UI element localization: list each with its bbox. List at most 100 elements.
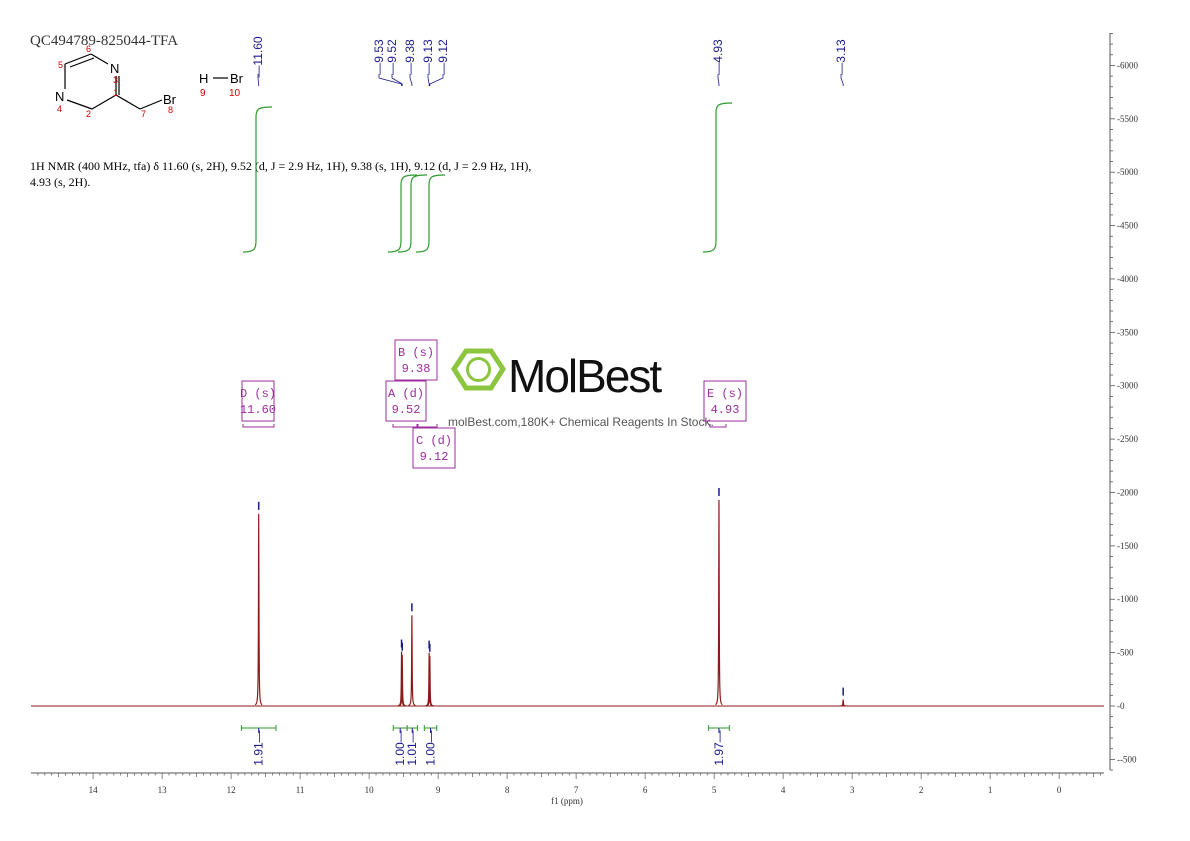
x-tick-label: 12	[227, 785, 236, 795]
atom-number-6: 6	[86, 44, 91, 54]
y-tick-label: -5500	[1117, 114, 1138, 124]
atom-number-10: 10	[229, 88, 241, 99]
multiplet-bracket	[417, 424, 438, 428]
y-tick-label: -0	[1117, 701, 1125, 711]
sample-id: QC494789-825044-TFA	[30, 33, 178, 49]
multiplet-letter: C (d)	[416, 434, 452, 448]
multiplet-bracket	[242, 424, 275, 428]
integral-curve	[242, 106, 273, 253]
y-tick-label: -3000	[1117, 381, 1138, 391]
spectrum-peak	[408, 615, 416, 706]
y-tick-label: -2500	[1117, 434, 1138, 444]
watermark-tagline: molBest.com,180K+ Chemical Reagents In S…	[448, 415, 714, 429]
x-tick-label: 13	[158, 785, 168, 795]
multiplet-box	[394, 339, 438, 381]
spectrum-peak	[398, 654, 406, 707]
integral-value: 1.00—	[393, 730, 407, 765]
peak-label: —9.38	[403, 39, 417, 75]
multiplet-shift: 11.60	[240, 403, 276, 417]
atom-number-4: 4	[57, 104, 62, 114]
peak-leader-line	[427, 74, 430, 86]
x-tick-label: 9	[436, 785, 441, 795]
multiplet-shift: 9.38	[402, 362, 431, 376]
multiplet-box	[385, 380, 427, 422]
multiplet-box	[241, 380, 275, 422]
multiplet-bracket	[392, 424, 418, 428]
atom-br8: Br	[163, 92, 177, 107]
peak-leader-line	[717, 74, 720, 86]
x-tick-label: 14	[89, 785, 99, 795]
atom-number-8: 8	[168, 105, 173, 115]
multiplet-shift: 4.93	[711, 403, 740, 417]
x-axis-label: f1 (ppm)	[551, 796, 583, 806]
peak-leader-line	[391, 74, 403, 86]
multiplet-letter: E (s)	[707, 387, 743, 401]
x-tick-label: 5	[712, 785, 717, 795]
y-tick-label: -1000	[1117, 594, 1138, 604]
atom-number-1: 1	[113, 88, 118, 98]
multiplet-letter: B (s)	[398, 346, 434, 360]
spectrum-peak	[839, 699, 847, 707]
peak-label: —4.93	[711, 39, 725, 75]
molbest-watermark: MolBest molBest.com,180K+ Chemical Reage…	[448, 348, 714, 429]
spectrum-trace	[31, 487, 1104, 707]
watermark-brand: MolBest	[508, 350, 662, 402]
x-axis: 14 13 12 11 10 9 8 7 6 5 4 3 2 1 0	[31, 772, 1104, 795]
integral-curves	[242, 102, 733, 253]
spectrum-peak	[715, 499, 723, 706]
y-tick-label: -4000	[1117, 274, 1138, 284]
peak-leader-line	[429, 74, 444, 86]
y-tick-label: -3500	[1117, 327, 1138, 337]
spectrum-peak	[426, 655, 434, 707]
chemical-structure: N N Br H Br 1 2 3 4 5 6 7 8 9 10	[55, 44, 244, 119]
spectrum-peak	[254, 513, 263, 706]
x-tick-label: 6	[643, 785, 648, 795]
peak-label: —9.13	[421, 39, 435, 75]
peak-leader-line	[378, 74, 402, 86]
x-tick-label: 10	[365, 785, 375, 795]
integral-brackets: 1.91— 1.00—1.01— 1.00— 1.97—	[240, 725, 730, 766]
integral-curve	[397, 174, 428, 253]
atom-number-3: 3	[113, 75, 118, 85]
y-axis: --500 -0 -500 -1000 -1500 -2000 -2500 -3000 -350…	[1109, 33, 1138, 771]
x-tick-label: 11	[296, 785, 305, 795]
x-tick-label: 8	[505, 785, 510, 795]
integral-value: 1.01—	[405, 730, 419, 765]
y-tick-label: -1500	[1117, 541, 1138, 551]
x-tick-label: 0	[1057, 785, 1062, 795]
atom-number-9: 9	[200, 88, 206, 99]
peak-leader-line	[409, 74, 413, 86]
x-tick-label: 2	[919, 785, 924, 795]
multiplet-letter: D (s)	[240, 387, 276, 401]
atom-n4: N	[55, 89, 64, 104]
integral-curve	[387, 174, 418, 253]
y-tick-label: -500	[1117, 648, 1134, 658]
peak-label: —11.60	[251, 36, 265, 77]
integral-value: 1.91—	[252, 730, 266, 765]
x-tick-label: 3	[850, 785, 855, 795]
atom-br10: Br	[230, 71, 244, 86]
integral-value: 1.97—	[712, 730, 726, 765]
peak-leader-line	[257, 74, 260, 86]
nmr-description-line-2: 4.93 (s, 2H).	[30, 175, 90, 189]
multiplet-box	[412, 427, 456, 469]
peak-label: —9.12	[436, 39, 450, 75]
integral-value: 1.00—	[424, 730, 438, 765]
peak-label: —3.13	[834, 39, 848, 75]
y-tick-label: -2000	[1117, 487, 1138, 497]
peak-leader-line	[840, 74, 844, 86]
x-tick-label: 1	[988, 785, 993, 795]
peak-label: —9.53	[372, 39, 386, 75]
atom-n3: N	[110, 61, 119, 76]
peak-labels: —11.60 —9.53 —9.52 —9.38 —9.13 —9.12 —4.93 —3.1…	[251, 36, 848, 86]
integral-curve	[415, 174, 446, 253]
y-tick-label: --500	[1117, 754, 1137, 764]
nmr-description-line-1: 1H NMR (400 MHz, tfa) δ 11.60 (s, 2H), 9…	[30, 159, 531, 173]
atom-number-5: 5	[58, 60, 63, 70]
atom-number-2: 2	[86, 109, 91, 119]
benzene-logo-icon	[451, 348, 506, 391]
y-tick-label: -6000	[1117, 60, 1138, 70]
x-tick-label: 4	[781, 785, 786, 795]
multiplet-shift: 9.12	[420, 450, 449, 464]
